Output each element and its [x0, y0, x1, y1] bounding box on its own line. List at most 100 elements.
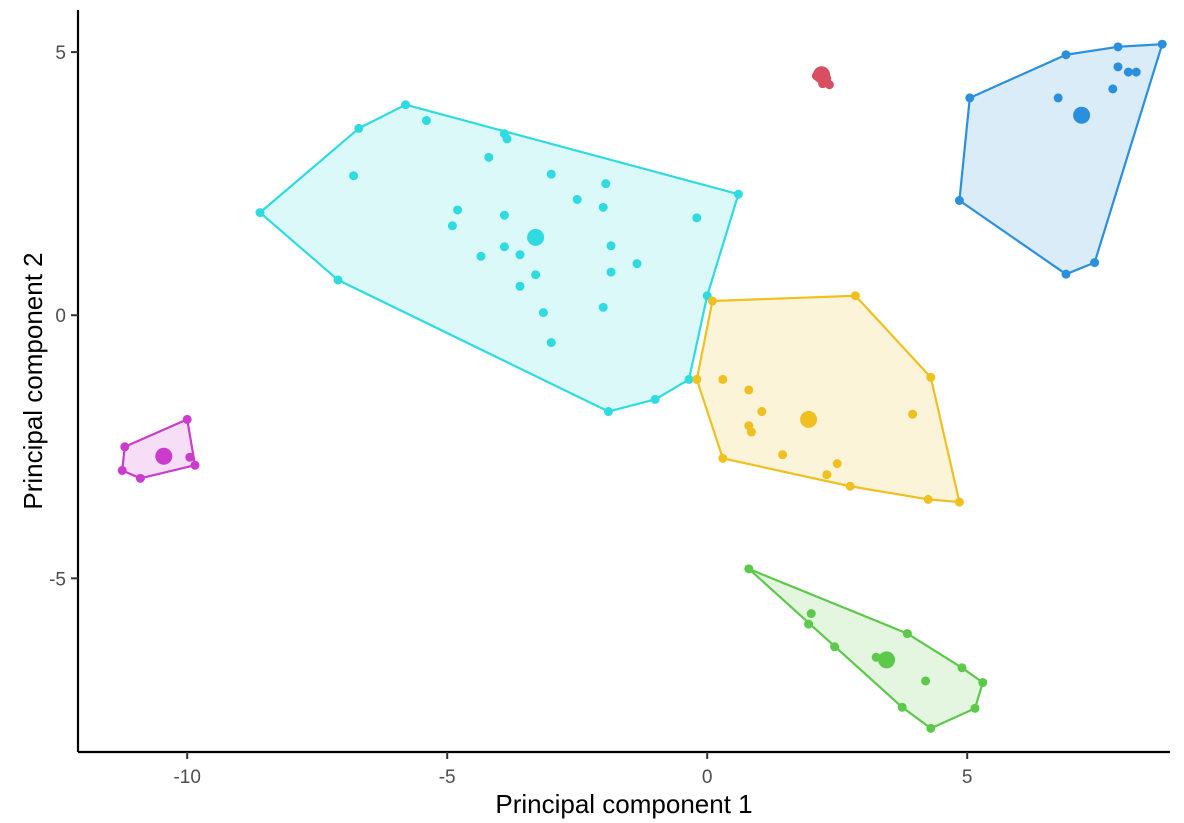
data-point [707, 296, 717, 306]
data-point [1113, 62, 1123, 72]
data-point [757, 407, 767, 417]
data-point [190, 460, 200, 470]
data-point [1131, 67, 1141, 77]
x-axis-title: Principal component 1 [495, 789, 752, 819]
x-tick-label: -10 [173, 767, 200, 788]
y-axis-ticks: -5 0 5 [49, 43, 78, 590]
data-point [453, 205, 463, 215]
cluster-centroid [878, 651, 896, 669]
data-point [954, 195, 964, 205]
data-point [804, 619, 814, 629]
data-point [499, 210, 509, 220]
data-point [601, 179, 611, 189]
x-axis-ticks: -10 -5 0 5 [173, 752, 972, 788]
y-tick-label: -5 [49, 569, 66, 590]
data-point [135, 473, 145, 483]
data-point [349, 171, 359, 181]
data-point [546, 338, 556, 348]
data-point [926, 372, 936, 382]
data-point [822, 470, 832, 480]
cluster-hull [747, 567, 984, 730]
data-point [954, 497, 964, 507]
cluster-centroid [155, 447, 173, 465]
data-point [515, 281, 525, 291]
data-point [606, 267, 616, 277]
data-point [1157, 39, 1167, 49]
data-point [718, 374, 728, 384]
data-point [902, 629, 912, 639]
data-point [957, 663, 967, 673]
data-point [546, 169, 556, 179]
data-point [1053, 93, 1063, 103]
data-point [185, 452, 195, 462]
data-point [778, 450, 788, 460]
data-point [401, 100, 411, 110]
cluster-hull [121, 418, 197, 480]
cluster-centroid [800, 410, 818, 428]
data-point [926, 723, 936, 733]
data-point [970, 703, 980, 713]
data-point [965, 93, 975, 103]
data-point [333, 275, 343, 285]
data-point [447, 221, 457, 231]
data-point [120, 442, 130, 452]
data-point [476, 251, 486, 261]
cluster-hull [958, 43, 1164, 276]
data-point [978, 678, 988, 688]
data-point [502, 134, 512, 144]
data-point [598, 202, 608, 212]
data-point [572, 194, 582, 204]
x-tick-label: -5 [439, 767, 456, 788]
data-point [603, 407, 613, 417]
data-point [806, 609, 816, 619]
data-point [921, 676, 931, 686]
data-point [850, 291, 860, 301]
data-point [923, 494, 933, 504]
data-point [632, 259, 642, 269]
data-point [897, 702, 907, 712]
data-point [1090, 258, 1100, 268]
y-axis-title: Principal component 2 [18, 252, 48, 509]
data-point [1108, 84, 1118, 94]
data-point [744, 385, 754, 395]
data-point [824, 80, 834, 90]
data-point [718, 453, 728, 463]
cluster-centroid [813, 66, 831, 84]
data-point [1113, 42, 1123, 52]
data-point [845, 481, 855, 491]
y-tick-label: 0 [55, 306, 66, 327]
data-point [598, 302, 608, 312]
data-point [733, 189, 743, 199]
x-tick-label: 0 [702, 767, 713, 788]
cluster-points [117, 39, 1167, 733]
data-point [538, 308, 548, 318]
data-point [692, 374, 702, 384]
data-point [684, 374, 694, 384]
data-point [908, 409, 918, 419]
x-tick-label: 5 [962, 767, 973, 788]
cluster-centroid [1073, 106, 1091, 124]
data-point [1061, 50, 1071, 60]
data-point [830, 642, 840, 652]
data-point [1061, 269, 1071, 279]
data-point [1123, 67, 1133, 77]
data-point [515, 250, 525, 260]
cluster-hulls [121, 43, 1164, 730]
cluster-centroid [527, 228, 545, 246]
data-point [832, 459, 842, 469]
data-point [354, 123, 364, 133]
data-point [650, 394, 660, 404]
data-point [117, 465, 127, 475]
data-point [531, 270, 541, 280]
cluster-hull [258, 103, 740, 413]
data-point [255, 208, 265, 218]
data-point [182, 414, 192, 424]
data-point [484, 152, 494, 162]
data-point [744, 564, 754, 574]
data-point [499, 242, 509, 252]
data-point [746, 427, 756, 437]
data-point [421, 116, 431, 126]
y-tick-label: 5 [55, 43, 66, 64]
data-point [692, 213, 702, 223]
